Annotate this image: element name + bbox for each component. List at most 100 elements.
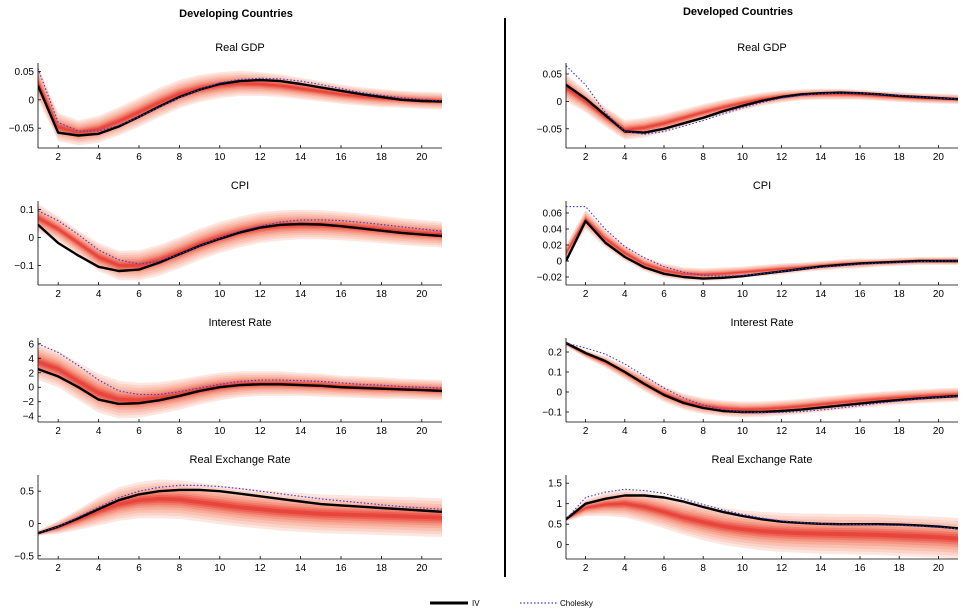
x-tick-label: 6 — [136, 152, 142, 163]
cholesky-line — [566, 488, 958, 530]
x-tick-label: 12 — [255, 563, 267, 574]
y-tick-label: −0.02 — [537, 273, 563, 284]
plot-area — [38, 203, 442, 281]
subplot: 2 4 6 8 10 12 14 16 18 20 −0.5 0 0.5 Real Exchange Ra… — [14, 454, 442, 574]
panel-title: Developing Countries — [179, 8, 293, 20]
y-tick-label: 0.1 — [20, 205, 34, 216]
iv-line — [38, 488, 442, 535]
plot-area — [566, 206, 958, 281]
plot-area — [38, 479, 442, 537]
panel-title-developing: Developing Countries — [179, 8, 293, 20]
x-tick-label: 20 — [933, 563, 945, 574]
subplot-title: Real GDP — [737, 42, 787, 54]
y-tick-label: −0.1 — [542, 408, 562, 419]
plot-area — [566, 488, 958, 559]
x-tick-label: 18 — [376, 152, 388, 163]
x-tick-label: 10 — [214, 289, 226, 300]
x-tick-label: 6 — [661, 563, 667, 574]
x-tick-label: 4 — [622, 426, 628, 437]
fan-band — [566, 83, 958, 133]
x-tick-label: 4 — [96, 152, 102, 163]
x-tick-label: 8 — [177, 152, 183, 163]
x-tick-label: 4 — [622, 563, 628, 574]
x-tick-label: 12 — [776, 289, 788, 300]
x-tick-label: 14 — [295, 426, 307, 437]
y-tick-label: −4 — [23, 412, 35, 423]
x-tick-label: 18 — [894, 152, 906, 163]
y-tick-label: 0 — [556, 97, 562, 108]
legend-cholesky-label: Cholesky — [560, 599, 593, 608]
iv-line — [566, 219, 958, 280]
x-tick-label: 14 — [815, 426, 827, 437]
y-tick-label: 0 — [556, 388, 562, 399]
x-tick-label: 4 — [622, 289, 628, 300]
x-tick-label: 16 — [335, 152, 347, 163]
x-tick-label: 14 — [815, 152, 827, 163]
x-tick-label: 20 — [933, 289, 945, 300]
fan-band — [566, 81, 958, 134]
x-tick-label: 12 — [776, 152, 788, 163]
x-tick-label: 2 — [583, 152, 589, 163]
y-tick-label: 1.5 — [548, 479, 562, 490]
subplot-title: CPI — [753, 180, 771, 192]
y-tick-label: 0 — [28, 519, 34, 530]
x-tick-label: 10 — [737, 426, 749, 437]
x-tick-label: 6 — [661, 152, 667, 163]
x-tick-label: 6 — [136, 426, 142, 437]
subplot: 2 4 6 8 10 12 14 16 18 20 −0.05 0 0.05 Real GDP — [537, 42, 958, 163]
y-tick-label: 0.5 — [20, 487, 34, 498]
y-tick-label: 0.05 — [543, 69, 563, 80]
y-tick-label: 6 — [28, 339, 34, 350]
x-tick-label: 4 — [622, 152, 628, 163]
y-tick-label: 0.05 — [15, 67, 35, 78]
x-tick-label: 12 — [776, 563, 788, 574]
x-tick-label: 12 — [255, 426, 267, 437]
subplot: 2 4 6 8 10 12 14 16 18 20 −0.05 0 0.05 Real GDP — [9, 42, 442, 163]
x-tick-label: 12 — [255, 289, 267, 300]
x-tick-label: 10 — [737, 563, 749, 574]
x-tick-label: 14 — [815, 289, 827, 300]
x-tick-label: 2 — [583, 289, 589, 300]
x-tick-label: 12 — [255, 152, 267, 163]
subplot: 2 4 6 8 10 12 14 16 18 20 −0.02 0 0.02 0.04 0.06 CPI — [537, 180, 958, 300]
plot-area — [566, 65, 958, 140]
y-tick-label: −2 — [23, 397, 35, 408]
x-tick-label: 8 — [700, 426, 706, 437]
x-tick-label: 20 — [416, 152, 428, 163]
x-tick-label: 20 — [933, 426, 945, 437]
y-tick-label: 2 — [28, 368, 34, 379]
x-tick-label: 16 — [854, 152, 866, 163]
x-tick-label: 10 — [214, 152, 226, 163]
cholesky-line — [38, 484, 442, 534]
x-tick-label: 8 — [177, 426, 183, 437]
subplot: 2 4 6 8 10 12 14 16 18 20 0 0.5 1 1.5 Real Exchange Ra… — [548, 454, 958, 574]
iv-line — [566, 341, 958, 414]
x-tick-label: 20 — [416, 289, 428, 300]
x-tick-label: 4 — [96, 289, 102, 300]
y-tick-label: −0.5 — [14, 551, 34, 562]
x-tick-label: 4 — [96, 426, 102, 437]
subplot-title: Real GDP — [215, 42, 265, 54]
x-tick-label: 20 — [416, 563, 428, 574]
legend-iv-label: IV — [472, 599, 480, 608]
x-tick-label: 6 — [136, 563, 142, 574]
x-tick-label: 18 — [894, 426, 906, 437]
subplot-title: CPI — [231, 180, 249, 192]
y-tick-label: 0.1 — [548, 368, 562, 379]
x-tick-label: 16 — [854, 426, 866, 437]
y-tick-label: 0 — [556, 257, 562, 268]
x-tick-label: 10 — [737, 152, 749, 163]
cholesky-line — [38, 343, 442, 396]
plot-area — [38, 343, 442, 419]
x-tick-label: 20 — [933, 152, 945, 163]
fan-band — [38, 68, 442, 144]
subplot-title: Interest Rate — [731, 317, 794, 329]
plot-area — [38, 65, 442, 146]
subplot: 2 4 6 8 10 12 14 16 18 20 −0.1 0 0.1 CPI — [14, 180, 442, 300]
x-tick-label: 14 — [295, 152, 307, 163]
x-tick-label: 12 — [776, 426, 788, 437]
y-tick-label: 0 — [556, 540, 562, 551]
x-tick-label: 6 — [136, 289, 142, 300]
x-tick-label: 10 — [214, 563, 226, 574]
